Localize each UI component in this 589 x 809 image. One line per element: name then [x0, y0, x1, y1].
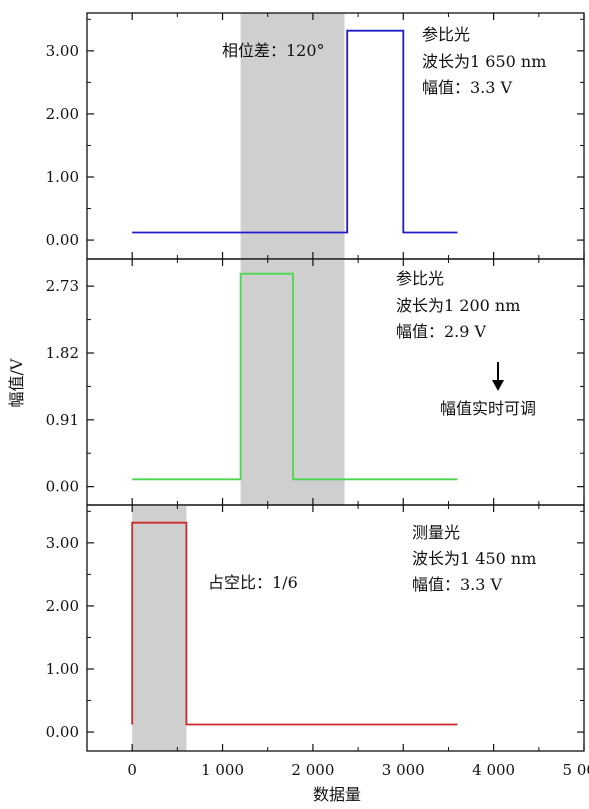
y-tick-label-top: 2.00 — [46, 105, 79, 123]
y-tick-label-middle: 1.82 — [46, 344, 79, 362]
annot-middle-line-3: 幅值：2.9 V — [396, 322, 487, 341]
annot-bottom-line-1: 测量光 — [412, 523, 460, 542]
x-tick-label: 1 000 — [201, 761, 244, 779]
x-axis-title: 数据量 — [313, 785, 361, 804]
y-tick-label-bottom: 3.00 — [46, 534, 79, 552]
y-tick-label-middle: 2.73 — [46, 277, 79, 295]
down-arrow-icon — [492, 362, 504, 391]
x-tick-label: 3 000 — [382, 761, 425, 779]
x-tick-label: 4 000 — [472, 761, 515, 779]
x-tick-label: 0 — [127, 761, 137, 779]
y-tick-label-middle: 0.91 — [46, 411, 79, 429]
y-tick-label-middle: 0.00 — [46, 478, 79, 496]
annot-bottom-line-3: 幅值：3.3 V — [412, 575, 503, 594]
x-tick-label: 2 000 — [291, 761, 334, 779]
panel-middle: 0.00 0.91 1.82 2.73 — [46, 258, 585, 506]
series-line-top — [132, 29, 458, 234]
annot-top-line-2: 波长为1 650 nm — [422, 52, 546, 71]
y-tick-label-bottom: 0.00 — [46, 723, 79, 741]
y-tick-label-bottom: 2.00 — [46, 597, 79, 615]
x-axis-tick-labels: 0 1 000 2 000 3 000 4 000 5 000 — [127, 761, 589, 779]
y-tick-label-top: 0.00 — [46, 231, 79, 249]
y-axis-title: 幅值/V — [7, 358, 26, 407]
annot-top-line-3: 幅值：3.3 V — [422, 78, 513, 97]
annot-top-line-1: 参比光 — [422, 25, 470, 44]
annot-middle-line-2: 波长为1 200 nm — [396, 296, 520, 315]
y-tick-label-bottom: 1.00 — [46, 660, 79, 678]
annot-bottom-shade: 占空比：1/6 — [208, 573, 298, 592]
annot-middle-arrow-note: 幅值实时可调 — [440, 399, 536, 418]
annot-bottom-line-2: 波长为1 450 nm — [412, 549, 536, 568]
panel-bottom: 0.00 1.00 2.00 3.00 — [46, 504, 585, 752]
annot-top-shade: 相位差：120° — [222, 41, 325, 60]
series-line-middle — [132, 272, 458, 481]
x-tick-label: 5 000 — [563, 761, 589, 779]
shaded-region-bottom — [132, 505, 187, 751]
plot-frame-bottom — [86, 504, 585, 752]
y-tick-label-top: 1.00 — [46, 168, 79, 186]
series-line-bottom — [131, 521, 458, 726]
annot-middle-line-1: 参比光 — [396, 269, 444, 288]
shaded-region-top — [240, 13, 345, 259]
y-tick-label-top: 3.00 — [46, 42, 79, 60]
